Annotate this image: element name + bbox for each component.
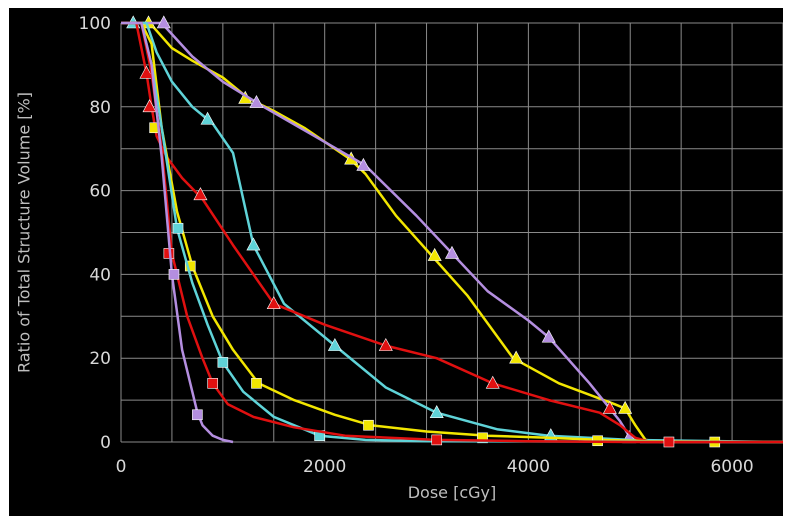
data-point-square bbox=[218, 357, 228, 367]
data-point-triangle bbox=[143, 100, 156, 112]
data-point-square bbox=[363, 420, 373, 430]
data-point-square bbox=[251, 378, 261, 388]
data-point-square bbox=[208, 378, 218, 388]
y-tick-label: 80 bbox=[89, 98, 111, 118]
y-tick-label: 60 bbox=[89, 182, 111, 202]
chart-frame: 0 2000 4000 6000 0 20 40 60 80 100 Dose [cGy] Rat… bbox=[9, 8, 783, 516]
x-tick-label: 4000 bbox=[507, 457, 550, 477]
y-tick-label: 0 bbox=[100, 433, 111, 453]
plot-area bbox=[121, 16, 783, 447]
data-point-square bbox=[432, 435, 442, 445]
y-tick-label: 100 bbox=[79, 14, 111, 34]
data-point-triangle bbox=[357, 158, 370, 170]
chart-canvas: 0 2000 4000 6000 0 20 40 60 80 100 Dose [cGy] Rat… bbox=[9, 8, 783, 516]
data-point-triangle bbox=[247, 238, 260, 250]
data-point-square bbox=[173, 223, 183, 233]
tick-labels: 0 2000 4000 6000 0 20 40 60 80 100 bbox=[79, 14, 754, 477]
series-red-square bbox=[121, 23, 783, 447]
data-point-square bbox=[169, 269, 179, 279]
y-tick-label: 40 bbox=[89, 265, 111, 285]
x-tick-label: 0 bbox=[116, 457, 127, 477]
series-purple-triangle bbox=[121, 16, 783, 443]
data-point-square bbox=[664, 437, 674, 447]
x-axis-label: Dose [cGy] bbox=[408, 483, 497, 502]
y-axis-label: Ratio of Total Structure Volume [%] bbox=[15, 92, 34, 373]
x-tick-label: 2000 bbox=[303, 457, 346, 477]
data-point-square bbox=[192, 410, 202, 420]
x-tick-label: 6000 bbox=[710, 457, 753, 477]
grid bbox=[121, 23, 783, 442]
series-yellow-square bbox=[121, 23, 783, 447]
data-point-triangle bbox=[250, 96, 263, 108]
y-tick-label: 20 bbox=[89, 349, 111, 369]
